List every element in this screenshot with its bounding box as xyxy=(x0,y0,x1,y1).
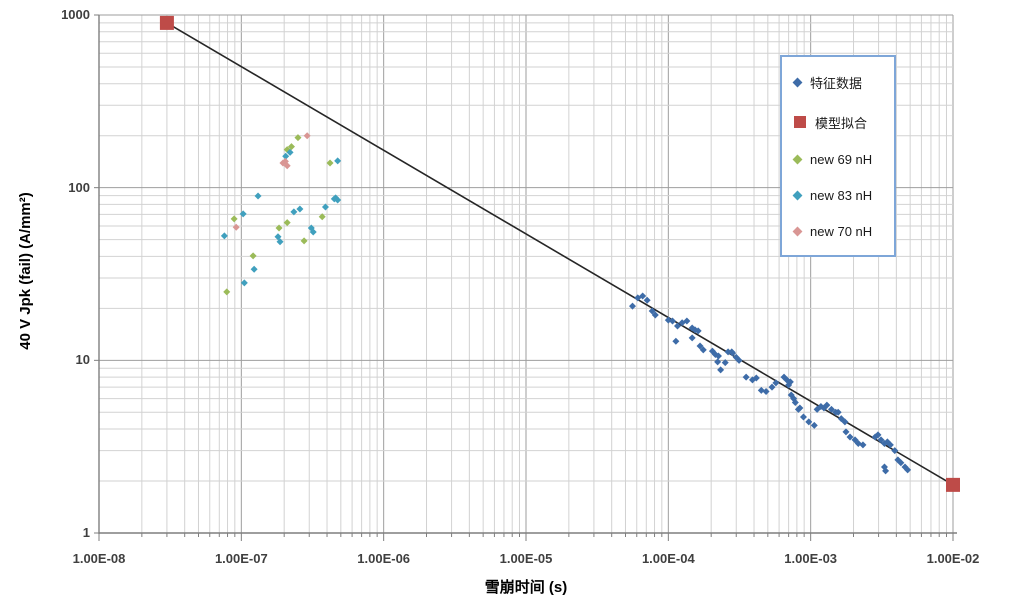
x-tick-label: 1.00E-07 xyxy=(214,551,268,566)
legend-label: new 83 nH xyxy=(810,188,873,204)
legend-item-model-fit: 模型拟合 xyxy=(794,113,894,132)
y-tick-label: 1000 xyxy=(61,7,90,22)
legend-label: new 69 nH xyxy=(810,152,873,168)
teal-diamond-marker-icon xyxy=(792,190,803,201)
legend: 特征数据 模型拟合 new 69 nH new 83 nH new 70 nH xyxy=(780,55,896,257)
pink-diamond-marker-icon xyxy=(792,226,803,237)
legend-item-new-83nh: new 83 nH xyxy=(792,188,894,204)
y-tick-label: 10 xyxy=(75,352,90,368)
red-square-marker-icon xyxy=(794,116,806,129)
y-axis-title: 40 V Jpk (fail) (A/mm²) xyxy=(17,192,34,350)
x-tick-label: 1.00E-03 xyxy=(784,551,838,566)
legend-label: 模型拟合 xyxy=(815,115,868,131)
legend-item-new-69nh: new 69 nH xyxy=(792,152,894,168)
x-tick-label: 1.00E-05 xyxy=(499,551,553,566)
legend-label: 特征数据 xyxy=(810,76,863,92)
legend-item-characteristic-data: 特征数据 xyxy=(792,73,894,92)
y-tick-label: 1 xyxy=(82,525,90,540)
blue-diamond-marker-icon xyxy=(792,77,803,88)
x-tick-label: 1.00E-04 xyxy=(641,551,695,566)
x-axis-title: 雪崩时间 (s) xyxy=(484,579,568,596)
x-tick-label: 1.00E-06 xyxy=(357,551,411,566)
legend-label: new 70 nH xyxy=(810,223,873,239)
legend-item-new-70nh: new 70 nH xyxy=(792,223,894,239)
x-tick-label: 1.00E-08 xyxy=(72,551,126,566)
x-tick-label: 1.00E-02 xyxy=(926,551,980,566)
green-diamond-marker-icon xyxy=(792,155,803,165)
y-tick-label: 100 xyxy=(68,179,90,195)
